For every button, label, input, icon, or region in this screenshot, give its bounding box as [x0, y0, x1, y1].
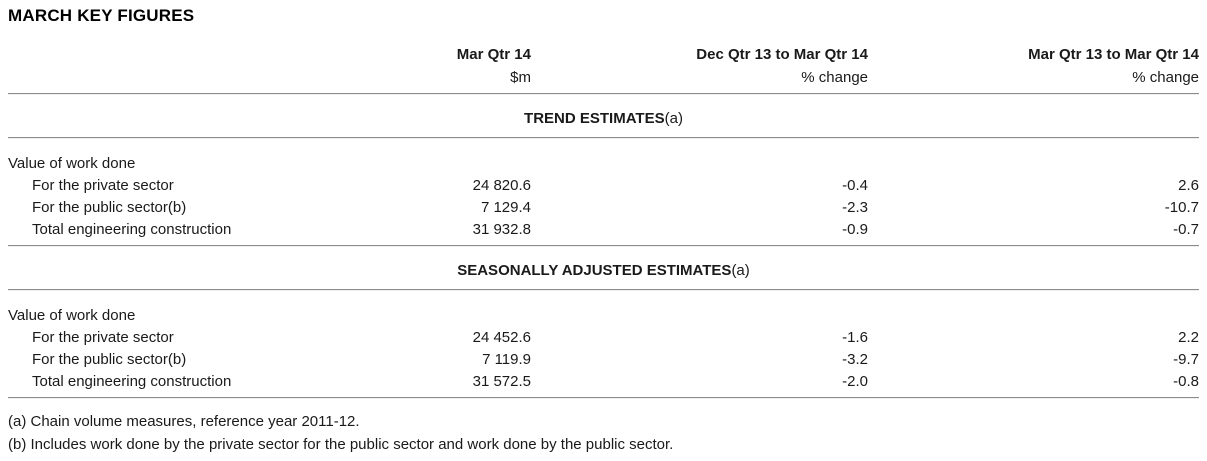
value-cell: -3.2 — [842, 351, 868, 368]
row-label: For the private sector — [32, 329, 174, 346]
row-label: For the public sector(b) — [32, 199, 187, 216]
value-cell: 31 572.5 — [472, 373, 531, 390]
value-cell: 2.6 — [1178, 177, 1199, 194]
column-header-period-2: Dec Qtr 13 to Mar Qtr 14 — [696, 46, 868, 63]
table-rule — [8, 245, 1199, 247]
value-cell: -10.7 — [1164, 199, 1199, 216]
footnote-a: (a) Chain volume measures, reference yea… — [8, 413, 360, 430]
trend-estimates-rows: Value of work done For the private secto… — [8, 153, 1199, 241]
value-cell: -0.4 — [842, 177, 868, 194]
value-cell: -1.6 — [842, 329, 868, 346]
seasonally-adjusted-rows: Value of work done For the private secto… — [8, 305, 1199, 393]
footnote-b: (b) Includes work done by the private se… — [8, 436, 674, 453]
table-rule — [8, 397, 1199, 399]
column-unit-1: $m — [510, 69, 531, 86]
footnotes: (a) Chain volume measures, reference yea… — [8, 410, 1199, 456]
column-unit-2: % change — [801, 69, 868, 86]
value-cell: -0.9 — [842, 221, 868, 238]
table-rule — [8, 93, 1199, 95]
section-heading-trend-note: (a) — [664, 110, 683, 127]
row-label: For the public sector(b) — [32, 351, 187, 368]
column-header-spacer — [8, 43, 348, 66]
section-heading-trend: TREND ESTIMATES(a) — [8, 95, 1199, 137]
value-cell: 24 820.6 — [472, 177, 531, 194]
value-cell: 24 452.6 — [472, 329, 531, 346]
section-heading-seasonally-adjusted: SEASONALLY ADJUSTED ESTIMATES(a) — [8, 247, 1199, 289]
value-cell: 31 932.8 — [472, 221, 531, 238]
key-figures-page: MARCH KEY FIGURES Mar Qtr 14 Dec Qtr 13 … — [0, 6, 1207, 456]
table-rule — [8, 137, 1199, 139]
column-headers: Mar Qtr 14 Dec Qtr 13 to Mar Qtr 14 Mar … — [8, 43, 1199, 89]
value-cell: 2.2 — [1178, 329, 1199, 346]
section-heading-trend-text: TREND ESTIMATES — [524, 110, 665, 127]
value-cell: -2.3 — [842, 199, 868, 216]
row-label: Total engineering construction — [32, 373, 232, 390]
value-cell: 7 129.4 — [480, 199, 531, 216]
column-unit-spacer — [8, 66, 348, 89]
row-label: Total engineering construction — [32, 221, 232, 238]
section-heading-seasonally-adjusted-text: SEASONALLY ADJUSTED ESTIMATES — [457, 262, 732, 279]
column-header-period-1: Mar Qtr 14 — [456, 46, 531, 63]
page-title: MARCH KEY FIGURES — [8, 6, 195, 25]
column-unit-3: % change — [1132, 69, 1199, 86]
row-group-label: Value of work done — [8, 155, 136, 172]
value-cell: -0.7 — [1173, 221, 1199, 238]
row-label: For the private sector — [32, 177, 174, 194]
value-cell: -0.8 — [1173, 373, 1199, 390]
value-cell: -2.0 — [842, 373, 868, 390]
value-cell: 7 119.9 — [482, 351, 531, 368]
table-rule — [8, 289, 1199, 291]
row-group-label: Value of work done — [8, 307, 136, 324]
column-header-period-3: Mar Qtr 13 to Mar Qtr 14 — [1028, 46, 1199, 63]
section-heading-seasonally-adjusted-note: (a) — [731, 262, 750, 279]
value-cell: -9.7 — [1173, 351, 1199, 368]
